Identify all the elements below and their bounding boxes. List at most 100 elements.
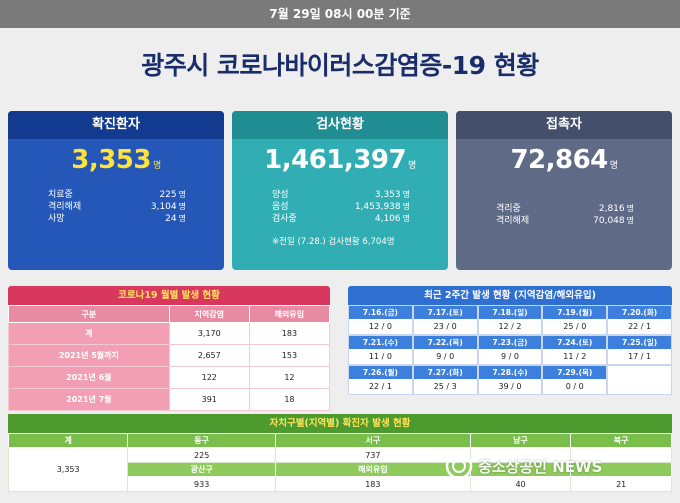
district-cell: 40	[469, 476, 572, 492]
tests-card-title: 검사현황	[232, 111, 448, 139]
row-value: 1,453,938 명	[355, 201, 410, 213]
day-date: 7.19.(월)	[543, 306, 607, 319]
row-label: 치료중	[48, 190, 73, 200]
day-cell: 7.20.(화) 22 / 1	[607, 305, 672, 335]
table-row: 2021년 7월 391 18	[8, 388, 331, 411]
recent-grid: 7.16.(금) 12 / 0 7.17.(토) 23 / 0 7.18.(일) 12…	[348, 305, 672, 395]
tests-total-unit: 명	[408, 161, 416, 171]
monthly-table: 구분 지역감염 해외유입 계 3,170 183 2021년 5월까지 2,65…	[8, 305, 331, 411]
day-value: 12 / 2	[498, 322, 522, 331]
district-cell: 183	[275, 476, 471, 492]
day-cell: 7.21.(수) 11 / 0	[348, 335, 413, 365]
row-number: 1,453,938	[354, 202, 401, 212]
day-date: 7.27.(화)	[413, 366, 477, 379]
row-unit: 명	[402, 214, 410, 223]
tests-card: 검사현황 1,461,397 명 양성 3,353 명 음성 1,453,938 명 검사…	[232, 111, 448, 270]
news-logo-icon	[445, 452, 473, 480]
table-row: 계 3,170 183	[8, 322, 331, 345]
column-header: 해외유입	[275, 462, 471, 477]
row-number: 2,816	[598, 204, 625, 214]
column-header	[469, 462, 572, 477]
row-unit: 명	[402, 190, 410, 199]
row-value: 3,353 명	[375, 189, 410, 201]
day-cell: 7.26.(월) 22 / 1	[348, 365, 413, 395]
contacts-breakdown: 격리중 2,816 명 격리해제 70,048 명	[496, 203, 634, 227]
local-cell: 2,657	[168, 344, 250, 367]
district-table-panel: 자치구별(지역별) 확진자 발생 현황 계 동구 서구 남구 북구 3,353 …	[7, 414, 672, 492]
row-unit: 명	[178, 202, 186, 211]
tests-total: 1,461,397 명	[232, 145, 448, 175]
row-label: 검사중	[272, 214, 297, 224]
contacts-card: 접촉자 72,864 명 격리중 2,816 명 격리해제 70,048 명	[456, 111, 672, 270]
day-value: 0 / 0	[565, 382, 584, 391]
tests-row: 검사중 4,106 명	[272, 213, 410, 225]
contacts-card-title: 접촉자	[456, 111, 672, 139]
confirmed-row: 사망 24 명	[48, 213, 186, 225]
overseas-cell: 18	[248, 388, 331, 411]
day-cell: 7.25.(일) 17 / 1	[607, 335, 672, 365]
row-value: 24 명	[165, 213, 186, 225]
page-title: 광주시 코로나바이러스감염증-19 현황	[141, 51, 539, 80]
tests-total-value: 1,461,397	[264, 145, 407, 175]
row-label: 계	[8, 322, 170, 345]
row-label: 2021년 7월	[8, 388, 170, 411]
day-value: 17 / 1	[628, 352, 652, 361]
column-header: 남구	[469, 433, 572, 448]
local-cell: 391	[168, 388, 250, 411]
row-label: 격리해제	[496, 216, 530, 226]
tests-row: 음성 1,453,938 명	[272, 201, 410, 213]
district-table: 계 동구 서구 남구 북구 3,353 225 737 광산구 해외유입 933…	[7, 433, 672, 492]
day-value: 23 / 0	[433, 322, 457, 331]
monthly-table-panel: 코로나19 월별 발생 현황 구분 지역감염 해외유입 계 3,170 183 …	[8, 286, 331, 411]
day-date: 7.25.(일)	[608, 336, 671, 349]
row-unit: 명	[626, 204, 634, 213]
confirmed-row: 격리해제 3,104 명	[48, 201, 186, 213]
row-value: 70,048 명	[593, 215, 634, 227]
contacts-row: 격리해제 70,048 명	[496, 215, 634, 227]
contacts-total-value: 72,864	[510, 145, 608, 175]
column-header: 서구	[275, 433, 471, 448]
row-label: 사망	[48, 214, 65, 224]
news-watermark: 중소상공인 NEWS	[444, 452, 602, 480]
confirmed-card-title: 확진환자	[8, 111, 224, 139]
district-cell: 933	[127, 476, 276, 492]
date-banner: 7월 29일 08시 00분 기준	[0, 0, 680, 28]
row-number: 70,048	[593, 216, 625, 226]
contacts-row: 격리중 2,816 명	[496, 203, 634, 215]
day-value: 11 / 2	[563, 352, 587, 361]
day-value: 25 / 3	[433, 382, 457, 391]
day-date: 7.23.(금)	[478, 336, 542, 349]
day-cell: 7.23.(금) 9 / 0	[477, 335, 543, 365]
total-cell: 3,353	[7, 447, 129, 492]
day-value: 25 / 0	[563, 322, 587, 331]
row-label: 양성	[272, 190, 289, 200]
district-cell: 225	[127, 447, 276, 463]
confirmed-total: 3,353 명	[8, 145, 224, 175]
local-cell: 3,170	[168, 322, 250, 345]
row-value: 3,104 명	[151, 201, 186, 213]
row-value: 4,106 명	[375, 213, 410, 225]
confirmed-total-value: 3,353	[71, 145, 151, 175]
column-header: 지역감염	[168, 305, 250, 323]
day-cell: 7.27.(화) 25 / 3	[412, 365, 478, 395]
day-date: 7.26.(월)	[349, 366, 412, 379]
day-date: 7.29.(목)	[543, 366, 607, 379]
table-row: 2021년 6월 122 12	[8, 366, 331, 389]
contacts-total-unit: 명	[609, 161, 618, 171]
table-row: 2021년 5월까지 2,657 153	[8, 344, 331, 367]
day-date: 7.21.(수)	[349, 336, 412, 349]
recent-panel-title: 최근 2주간 발생 현황 (지역감염/해외유입)	[348, 286, 672, 305]
day-cell: 7.28.(수) 39 / 0	[477, 365, 543, 395]
row-label: 격리중	[496, 204, 521, 214]
column-header: 계	[7, 433, 129, 448]
tests-breakdown: 양성 3,353 명 음성 1,453,938 명 검사중 4,106 명	[272, 189, 410, 225]
day-cell: 7.18.(일) 12 / 2	[477, 305, 543, 335]
table-row: 933 183 40 21	[9, 476, 672, 492]
day-date: 7.22.(목)	[413, 336, 477, 349]
column-header: 해외유입	[248, 305, 331, 323]
day-date: 7.20.(화)	[608, 306, 671, 319]
watermark-text: 중소상공인 NEWS	[478, 457, 603, 476]
day-cell: 7.17.(토) 23 / 0	[412, 305, 478, 335]
recent-two-weeks-panel: 최근 2주간 발생 현황 (지역감염/해외유입) 7.16.(금) 12 / 0 …	[348, 286, 672, 395]
empty-cell	[607, 365, 672, 395]
